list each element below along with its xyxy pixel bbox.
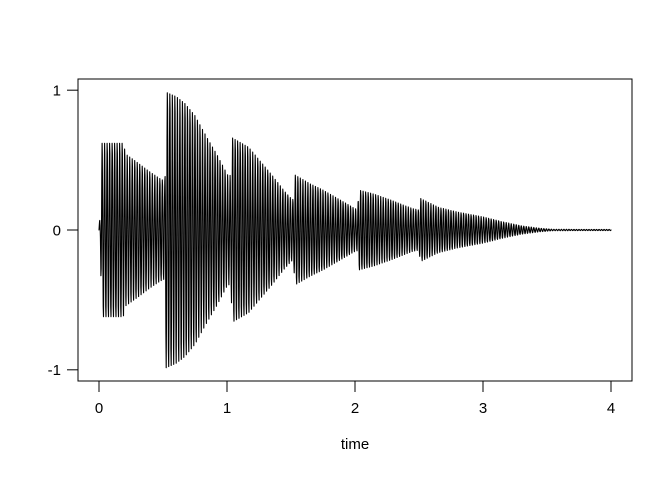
- y-tick-label: -1: [48, 362, 61, 379]
- x-tick-label: 4: [607, 400, 615, 417]
- x-tick-label: 0: [95, 400, 103, 417]
- y-tick-label: 0: [53, 222, 61, 239]
- x-axis-ticks: 0 1 2 3 4: [95, 381, 615, 417]
- x-axis-title: time: [341, 436, 369, 453]
- waveform-series: [98, 92, 612, 369]
- y-axis-ticks: -1 0 1: [48, 82, 78, 379]
- x-tick-label: 2: [351, 400, 359, 417]
- x-tick-label: 3: [479, 400, 487, 417]
- y-tick-label: 1: [53, 82, 61, 99]
- x-tick-label: 1: [223, 400, 231, 417]
